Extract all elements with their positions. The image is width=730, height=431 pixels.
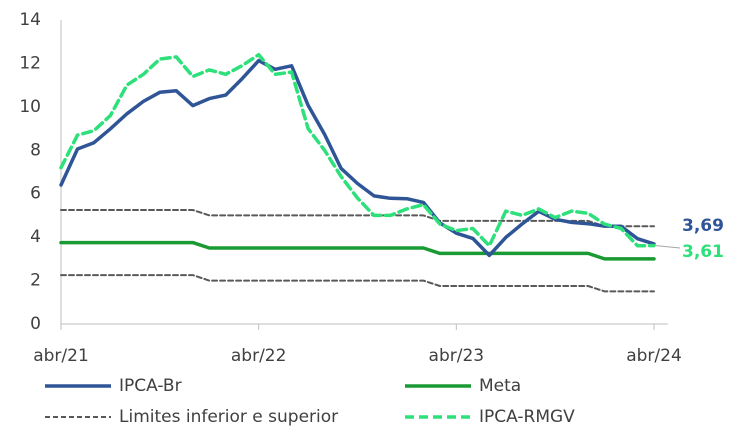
x-tick-label: abr/23 — [429, 346, 485, 366]
data-label: 3,69 — [682, 216, 724, 236]
y-tick-label: 14 — [19, 10, 41, 30]
line-series — [60, 274, 655, 293]
label-leader — [655, 245, 681, 249]
x-tick-label: abr/21 — [33, 346, 89, 366]
legend-label: IPCA-RMGV — [479, 407, 575, 427]
y-tick-label: 10 — [19, 97, 41, 117]
line-series — [59, 52, 656, 248]
line-series — [59, 58, 656, 258]
x-tick-label: abr/24 — [626, 346, 682, 366]
y-tick-label: 8 — [30, 140, 41, 160]
y-tick-label: 4 — [30, 227, 41, 247]
data-label: 3,61 — [682, 242, 724, 262]
x-tick-label: abr/22 — [231, 346, 287, 366]
legend-label: Limites inferior e superior — [119, 407, 338, 427]
y-tick-label: 2 — [30, 271, 41, 291]
legend-label: Meta — [479, 376, 521, 396]
line-series — [59, 240, 656, 261]
y-tick-label: 0 — [30, 314, 41, 334]
y-tick-label: 12 — [19, 53, 41, 73]
legend-label: IPCA-Br — [119, 376, 182, 396]
y-tick-label: 6 — [30, 184, 41, 204]
